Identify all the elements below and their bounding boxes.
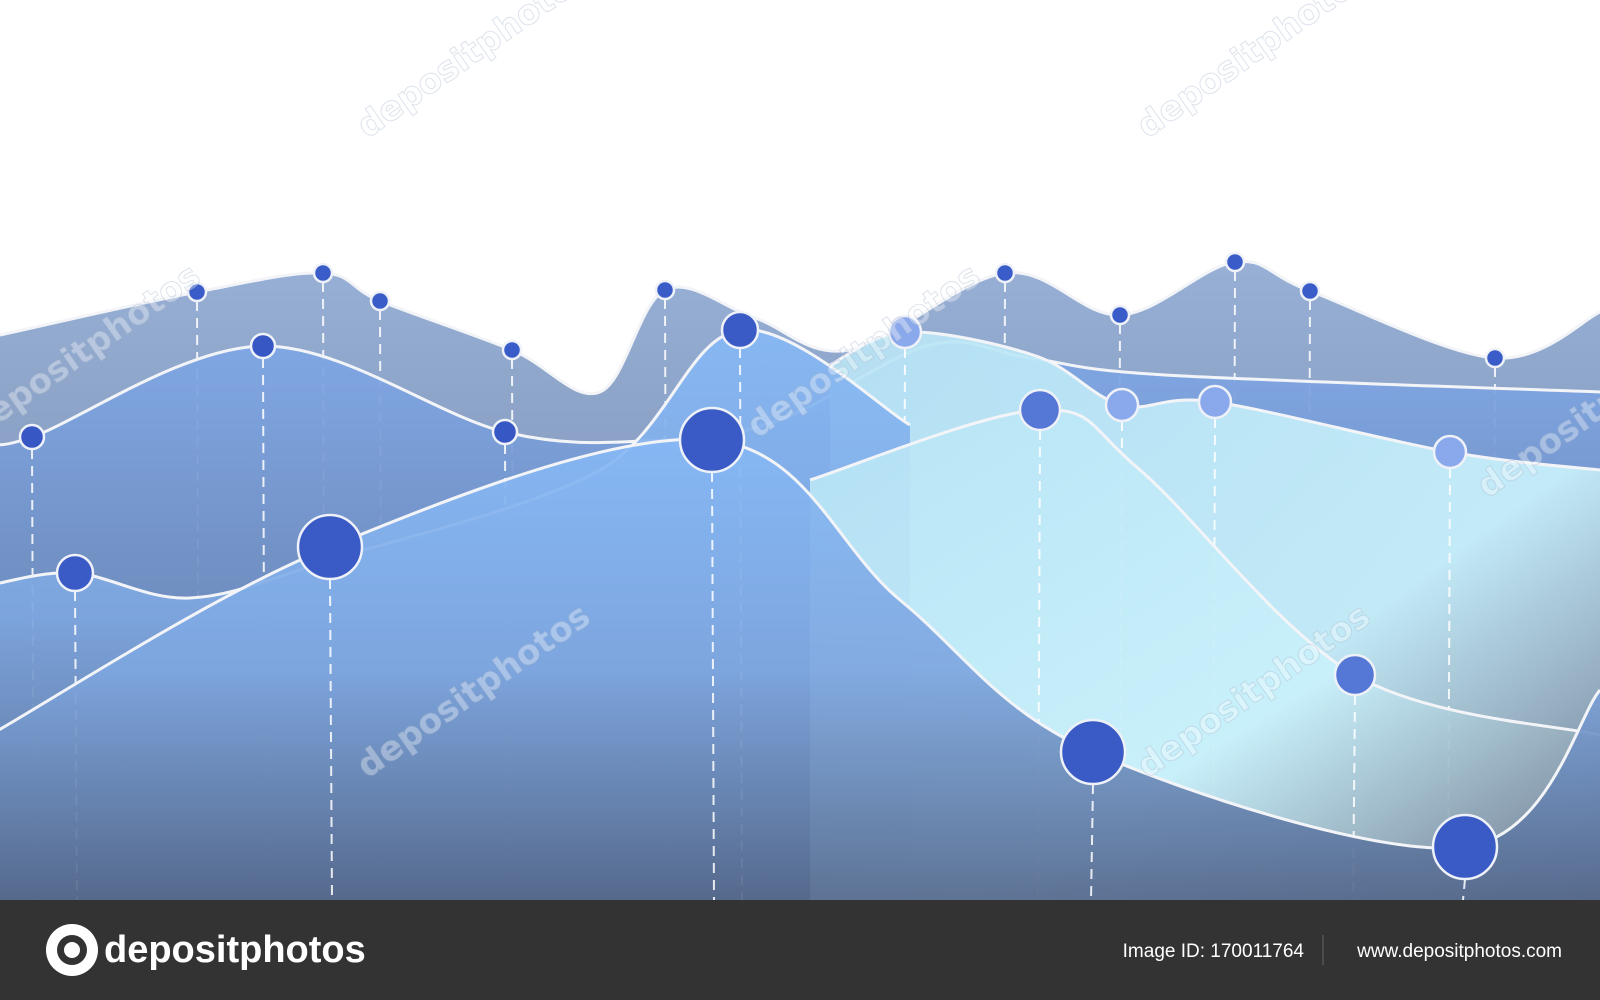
node-dot bbox=[1432, 434, 1468, 470]
watermark: depositphotos bbox=[350, 0, 598, 146]
drop-line bbox=[1090, 783, 1094, 901]
node-dot bbox=[1059, 718, 1127, 786]
node-dot bbox=[1224, 251, 1246, 273]
node-dot bbox=[887, 314, 923, 350]
node-dot bbox=[1299, 280, 1321, 302]
wave-area bbox=[0, 439, 1600, 900]
node-dot bbox=[1484, 347, 1506, 369]
node-dot bbox=[249, 332, 277, 360]
node-dot bbox=[678, 406, 746, 474]
node-dot bbox=[1109, 304, 1131, 326]
wave-layers bbox=[0, 251, 1600, 901]
drop-line bbox=[329, 578, 333, 901]
node-dot bbox=[186, 281, 208, 303]
footer-bar bbox=[0, 900, 1600, 1000]
drop-line bbox=[1462, 878, 1466, 901]
node-dot bbox=[994, 262, 1016, 284]
logo-text: depositphotos bbox=[104, 929, 366, 971]
logo-icon-lens bbox=[64, 942, 80, 958]
node-dot bbox=[1104, 387, 1140, 423]
node-dot bbox=[18, 423, 46, 451]
node-dot bbox=[296, 513, 364, 581]
node-dot bbox=[491, 418, 519, 446]
node-dot bbox=[501, 339, 523, 361]
node-dot bbox=[1333, 653, 1377, 697]
watermark: depositphotos bbox=[1130, 0, 1378, 146]
image-id: Image ID: 170011764 bbox=[1123, 941, 1305, 962]
node-dot bbox=[1197, 384, 1233, 420]
wave-edge bbox=[809, 408, 1600, 737]
node-dot bbox=[1018, 388, 1062, 432]
node-dot bbox=[654, 279, 676, 301]
node-dot bbox=[720, 310, 760, 350]
node-dot bbox=[1431, 813, 1499, 881]
node-dot bbox=[312, 262, 334, 284]
node-dot bbox=[55, 553, 95, 593]
site-url: www.depositphotos.com bbox=[1356, 941, 1562, 962]
node-dot bbox=[369, 290, 391, 312]
drop-line bbox=[711, 471, 715, 901]
footer-logo: depositphotos bbox=[46, 924, 366, 976]
